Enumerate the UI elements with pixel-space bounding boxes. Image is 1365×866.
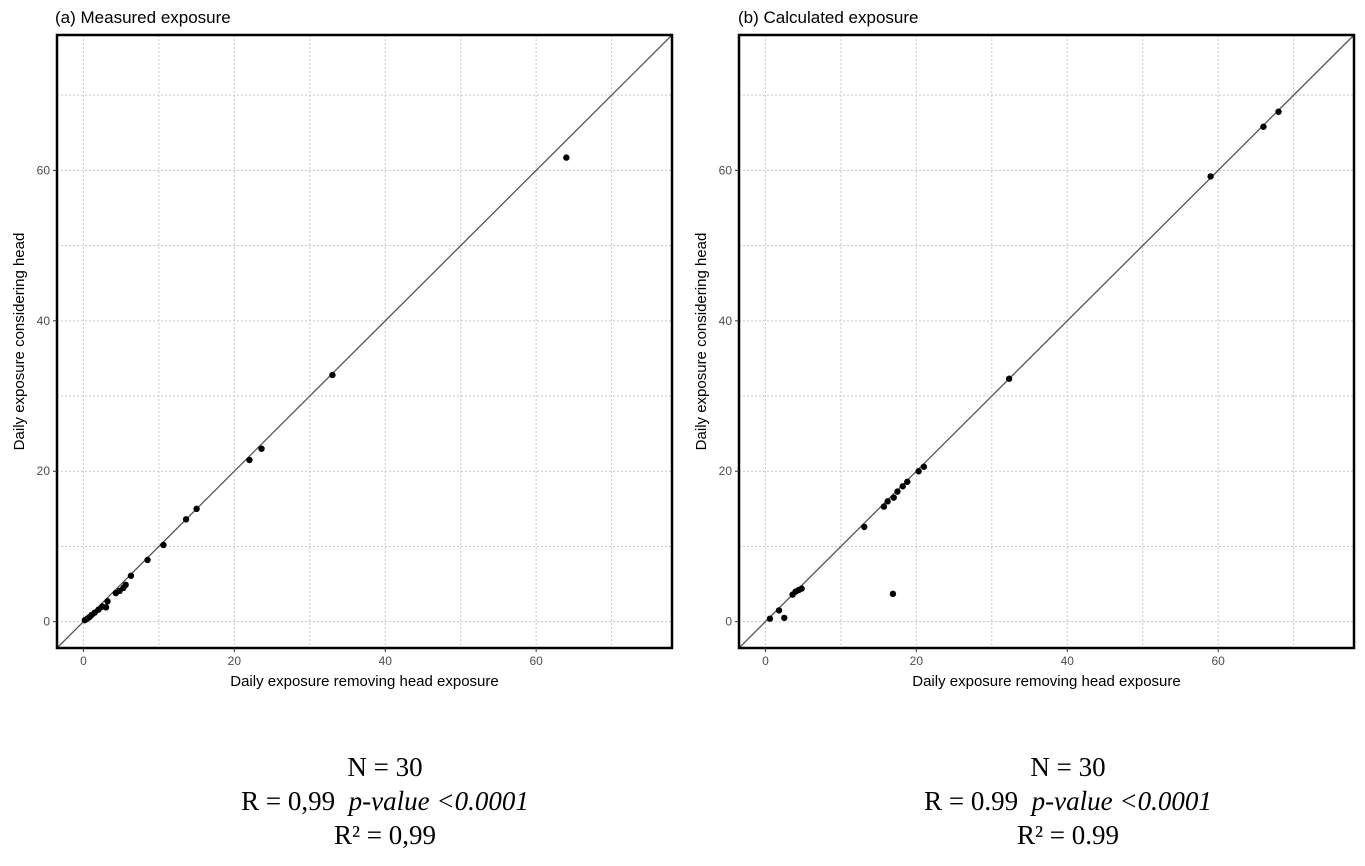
identity-line <box>738 34 1355 649</box>
stats-r-line: R = 0.99 p-value <0.0001 <box>808 784 1328 818</box>
x-tick-label: 60 <box>529 654 543 668</box>
data-point <box>915 468 922 475</box>
stats-pvalue: p-value <0.0001 <box>1031 786 1212 816</box>
x-tick-label: 40 <box>379 654 393 668</box>
data-point <box>104 598 111 605</box>
data-point <box>193 505 200 513</box>
data-point <box>563 154 570 161</box>
stats-a: N = 30 R = 0,99 p-value <0.0001 R² = 0,9… <box>125 750 645 852</box>
y-tick-label: 20 <box>37 464 51 478</box>
data-point <box>160 541 167 549</box>
data-point <box>781 614 788 622</box>
x-tick-label: 0 <box>762 654 769 668</box>
data-point <box>894 488 901 495</box>
x-tick-label: 20 <box>228 654 242 668</box>
y-tick-label: 60 <box>37 163 51 177</box>
y-tick-label: 40 <box>719 314 733 328</box>
y-tick-label: 60 <box>719 163 733 177</box>
stats-b: N = 30 R = 0.99 p-value <0.0001 R² = 0.9… <box>808 750 1328 852</box>
data-point <box>246 456 253 464</box>
panel-a-title: (a) Measured exposure <box>55 8 231 27</box>
plot-frame <box>55 33 674 650</box>
data-point <box>127 572 135 579</box>
x-tick-label: 60 <box>1211 654 1225 668</box>
data-point <box>890 494 897 501</box>
data-point <box>904 478 911 485</box>
identity-line <box>56 34 673 649</box>
data-point <box>899 483 906 490</box>
data-point <box>889 590 897 598</box>
plot-frame <box>737 33 1356 650</box>
x-tick-label: 0 <box>80 654 87 668</box>
data-point <box>766 615 774 622</box>
stats-r-line: R = 0,99 p-value <0.0001 <box>125 784 645 818</box>
x-axis-title: Daily exposure removing head exposure <box>230 673 498 690</box>
data-point <box>144 556 151 564</box>
y-tick-label: 0 <box>43 615 50 629</box>
data-point <box>329 371 336 379</box>
data-point <box>861 523 868 531</box>
x-axis-title: Daily exposure removing head exposure <box>912 673 1180 690</box>
data-point <box>182 516 190 523</box>
stats-n: N = 30 <box>347 752 423 782</box>
y-axis-title: Daily exposure considering head <box>11 233 28 451</box>
data-point <box>884 498 891 505</box>
stats-r: R = 0.99 <box>924 786 1019 816</box>
stats-pvalue: p-value <0.0001 <box>348 786 529 816</box>
data-point <box>1207 173 1214 180</box>
scatter-plot-measured: 0 20 40 60 0 20 40 60 Daily exposure removing he… <box>11 33 674 690</box>
data-point <box>880 503 888 510</box>
stats-r2: R² = 0.99 <box>1016 820 1120 850</box>
y-tick-label: 40 <box>37 314 51 328</box>
data-point <box>102 604 110 611</box>
data-point <box>1275 108 1282 115</box>
data-point <box>798 585 805 592</box>
data-point <box>1260 123 1267 130</box>
y-tick-label: 20 <box>719 464 733 478</box>
data-point <box>1005 375 1013 382</box>
panel-b-title: (b) Calculated exposure <box>738 8 919 27</box>
x-tick-label: 40 <box>1061 654 1075 668</box>
data-point <box>775 607 783 614</box>
data-point <box>920 463 928 470</box>
data-point <box>122 581 129 589</box>
scatter-plot-calculated: 0 20 40 60 0 20 40 60 Daily exposure removing he… <box>693 33 1356 690</box>
x-tick-label: 20 <box>910 654 924 668</box>
stats-n: N = 30 <box>1030 752 1106 782</box>
data-point <box>258 445 265 452</box>
stats-r: R = 0,99 <box>241 786 336 816</box>
y-axis-title: Daily exposure considering head <box>693 233 710 451</box>
stats-r2: R² = 0,99 <box>333 820 437 850</box>
y-tick-label: 0 <box>725 615 732 629</box>
